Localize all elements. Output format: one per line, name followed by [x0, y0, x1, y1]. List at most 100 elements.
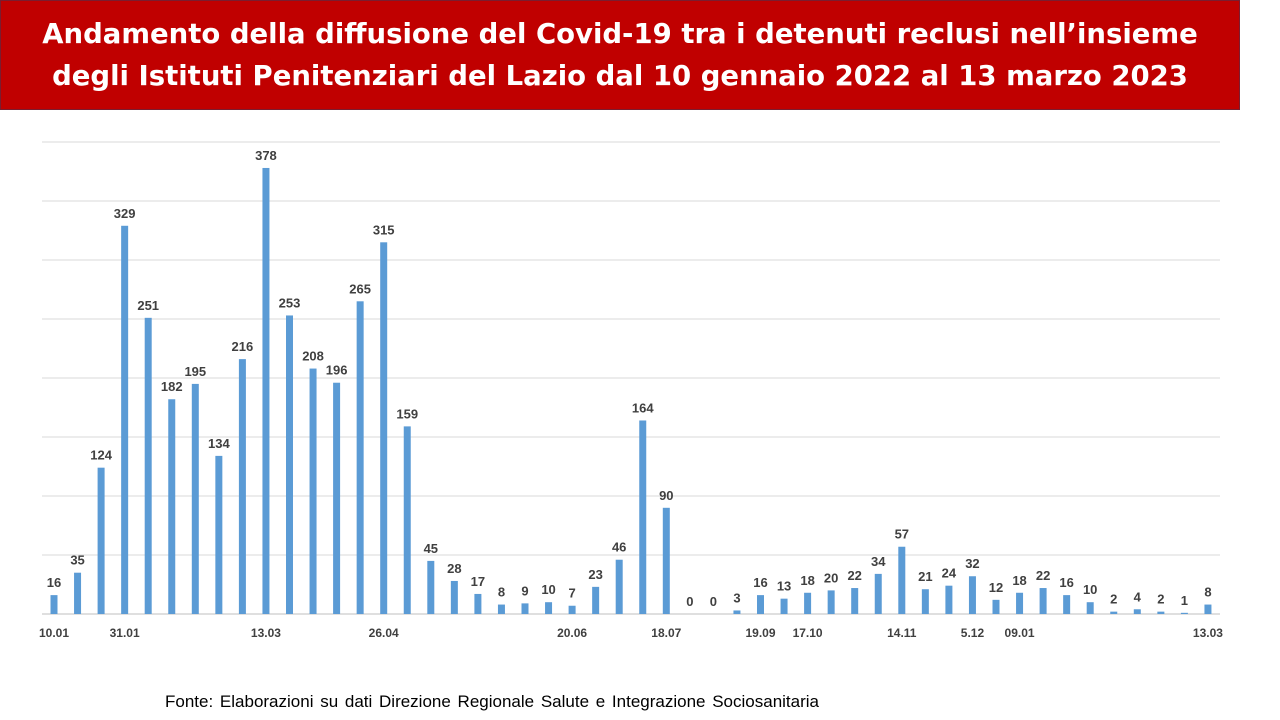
bar — [757, 595, 764, 614]
bar — [804, 592, 812, 614]
data-label: 17 — [471, 574, 485, 589]
data-label: 3 — [733, 590, 740, 605]
bar — [1016, 592, 1024, 614]
bar — [333, 382, 341, 614]
data-label: 208 — [302, 349, 324, 364]
bar — [921, 589, 929, 614]
x-tick-label: 26.04 — [369, 626, 399, 640]
data-label: 23 — [588, 567, 602, 582]
bar — [1063, 595, 1071, 614]
data-label: 45 — [424, 541, 438, 556]
x-tick-label: 17.10 — [793, 626, 823, 640]
data-label: 164 — [632, 400, 654, 415]
data-label: 16 — [47, 575, 61, 590]
data-label: 18 — [1012, 573, 1026, 588]
bar — [97, 467, 105, 614]
data-label: 253 — [279, 295, 301, 310]
bar — [121, 225, 129, 614]
data-label: 378 — [255, 148, 277, 163]
x-tick-label: 13.03 — [1193, 626, 1223, 640]
data-label: 10 — [541, 582, 555, 597]
data-label: 20 — [824, 570, 838, 585]
data-label: 10 — [1083, 582, 1097, 597]
bar — [450, 580, 458, 614]
bar — [968, 576, 976, 614]
bar — [238, 359, 246, 614]
data-label: 124 — [90, 448, 112, 463]
chart-title: Andamento della diffusione del Covid-19 … — [42, 18, 1198, 92]
data-label: 16 — [1059, 575, 1073, 590]
bar — [403, 426, 411, 614]
bar — [733, 610, 741, 614]
bar — [592, 586, 600, 614]
data-label: 4 — [1134, 589, 1142, 604]
bar — [827, 590, 835, 614]
data-label: 90 — [659, 488, 673, 503]
data-label: 22 — [847, 568, 861, 583]
bar — [74, 572, 82, 614]
bar — [521, 603, 529, 614]
bar — [898, 546, 906, 614]
data-label: 32 — [965, 556, 979, 571]
data-label: 35 — [70, 553, 84, 568]
data-label: 46 — [612, 540, 626, 555]
bar — [568, 605, 576, 614]
bar — [380, 242, 388, 615]
data-label: 8 — [1204, 585, 1211, 600]
x-tick-label: 13.03 — [251, 626, 281, 640]
bar — [545, 602, 553, 614]
bar — [992, 599, 1000, 614]
data-label: 0 — [686, 594, 693, 609]
source-note: Fonte: Elaborazioni su dati Direzione Re… — [165, 692, 819, 711]
data-label: 315 — [373, 222, 395, 237]
bar — [615, 559, 623, 614]
bar — [1180, 612, 1188, 614]
data-label: 182 — [161, 379, 183, 394]
bar — [262, 167, 270, 614]
data-label: 12 — [989, 580, 1003, 595]
data-label: 13 — [777, 579, 791, 594]
bar — [874, 573, 882, 614]
chart-title-banner: Andamento della diffusione del Covid-19 … — [0, 0, 1240, 110]
data-label: 2 — [1157, 592, 1164, 607]
data-label: 22 — [1036, 568, 1050, 583]
bar — [1204, 604, 1212, 614]
bar — [1157, 611, 1165, 614]
data-label: 57 — [895, 527, 909, 542]
x-tick-label: 31.01 — [110, 626, 140, 640]
bar — [945, 585, 953, 614]
bar — [1086, 602, 1094, 614]
bar — [50, 595, 58, 614]
data-label: 9 — [521, 583, 528, 598]
bar — [662, 507, 670, 614]
data-label: 24 — [942, 566, 957, 581]
bar — [168, 399, 176, 614]
bar — [1110, 611, 1118, 614]
x-tick-label: 19.09 — [745, 626, 775, 640]
x-tick-label: 09.01 — [1005, 626, 1035, 640]
data-label: 7 — [568, 586, 575, 601]
data-label: 18 — [800, 573, 814, 588]
data-label: 8 — [498, 585, 505, 600]
bar — [191, 383, 199, 614]
data-label: 265 — [349, 281, 371, 296]
bar — [851, 588, 859, 614]
data-label: 16 — [753, 575, 767, 590]
x-tick-label: 10.01 — [39, 626, 69, 640]
bar — [639, 420, 647, 614]
data-label: 329 — [114, 206, 136, 221]
bar — [356, 301, 364, 614]
bar — [1133, 609, 1141, 614]
data-label: 2 — [1110, 592, 1117, 607]
x-tick-label: 20.06 — [557, 626, 587, 640]
bar — [144, 317, 152, 614]
bar — [215, 455, 223, 614]
data-label: 251 — [137, 298, 159, 313]
data-label: 216 — [232, 339, 254, 354]
bar — [474, 593, 482, 614]
bar-chart: 1635124329251182195134216378253208196265… — [39, 141, 1223, 640]
data-label: 0 — [710, 594, 717, 609]
bar — [427, 560, 435, 614]
data-label: 134 — [208, 436, 230, 451]
data-label: 34 — [871, 554, 886, 569]
